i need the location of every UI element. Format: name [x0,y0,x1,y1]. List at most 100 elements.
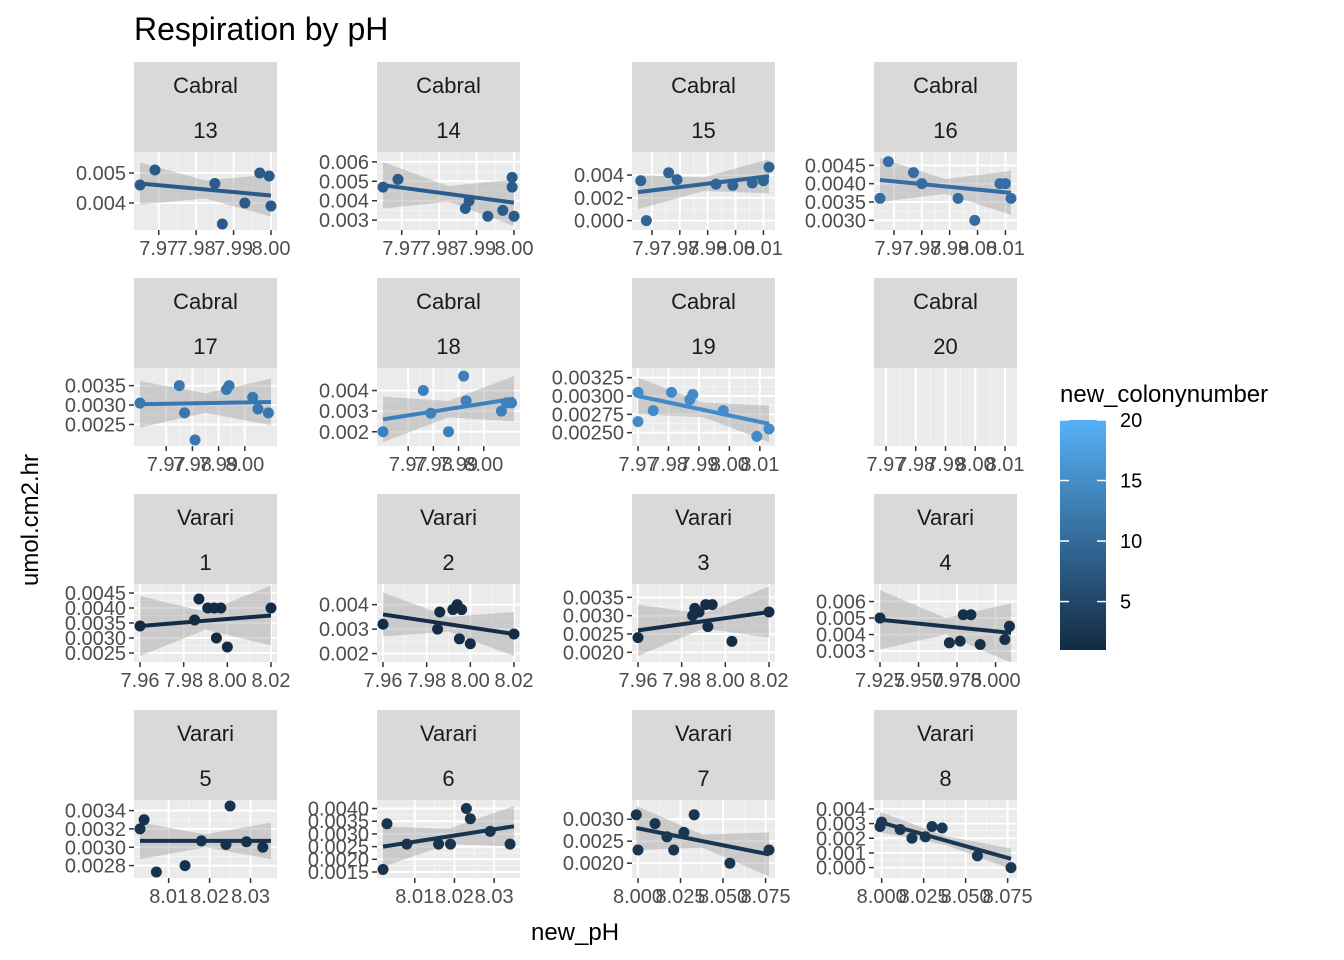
x-tick-label: 7.98 [177,238,216,260]
data-point [223,380,235,392]
x-tick-label: 7.99 [199,454,238,476]
data-point [463,195,475,207]
x-tick-label: 7.98 [173,454,212,476]
facet-strip [377,278,520,368]
strip-site-label: Varari [177,505,234,530]
data-point [874,612,886,624]
data-point [907,167,919,179]
y-tick-label: 0.000 [574,211,624,233]
facet-strip [874,62,1017,152]
strip-site-label: Cabral [913,73,978,98]
data-point [763,161,775,173]
y-tick-label: 0.00325 [552,368,624,390]
data-point [632,844,644,856]
regression-line [637,394,770,426]
data-point [482,210,494,222]
data-point [687,389,699,401]
data-point [640,215,652,227]
data-point [1005,862,1017,874]
legend-ticks: 5 10 15 20 [1060,410,1142,614]
y-tick-label: 0.002 [574,188,624,210]
data-point [240,836,252,848]
facet-strip [377,494,520,584]
facet-strip [377,710,520,800]
strip-colony-label: 17 [193,334,217,359]
strip-colony-label: 16 [933,118,957,143]
strip-colony-label: 14 [436,118,460,143]
data-point [751,430,763,442]
data-point [432,623,444,635]
strip-colony-label: 2 [442,550,454,575]
data-point [632,632,644,644]
data-point [919,831,931,843]
y-tick-label: 0.0035 [563,587,624,609]
data-point [763,423,775,435]
facet-panels: Cabral137.977.987.998.000.0040.005Cabral… [65,62,1033,908]
data-point [688,809,700,821]
y-tick-label: 0.0025 [65,414,126,436]
data-point [210,632,222,644]
x-tick-label: 7.98 [164,670,203,692]
x-tick-label: 7.99 [930,238,969,260]
y-tick-label: 0.002 [816,828,866,850]
facet-panel: Cabral 17 7.977.987.998.00 0.00250.00300.00… [65,278,277,476]
data-point [505,397,517,409]
facet-strip [874,278,1017,368]
data-point [377,618,389,630]
y-axis-title: umol.cm2.hr [17,454,44,586]
y-tick-label: 0.0035 [65,376,126,398]
x-tick-label: 8.000 [971,670,1021,692]
facet-panel: Varari88.0008.0258.0508.0750.0000.0010.0… [816,710,1033,908]
facet-strip [632,278,775,368]
data-point [974,638,986,650]
data-point [678,826,690,838]
x-tick-label: 8.00 [495,238,534,260]
data-point [495,405,507,417]
x-tick-label: 7.97 [874,238,913,260]
y-tick-label: 0.00250 [552,423,624,445]
data-point [216,218,228,230]
color-legend: new_colonynumber 5 10 15 20 [1060,381,1268,650]
x-tick-label: 8.03 [231,886,270,908]
data-point [417,385,429,396]
y-tick-label: 0.004 [319,381,369,403]
legend-tick-label: 20 [1120,410,1142,432]
x-tick-label: 8.050 [698,886,748,908]
chart-title: Respiration by pH [134,11,388,47]
legend-colorbar [1060,420,1106,650]
strip-colony-label: 6 [442,766,454,791]
x-tick-label: 8.00 [252,238,291,260]
x-tick-label: 8.075 [741,886,791,908]
x-tick-label: 8.00 [208,670,247,692]
y-tick-label: 0.003 [816,814,866,836]
data-point [458,370,470,382]
y-tick-label: 0.0032 [65,819,126,841]
data-point [179,860,191,872]
data-point [263,170,275,182]
data-point [254,167,266,179]
data-point [630,809,642,821]
y-tick-label: 0.003 [319,619,369,641]
x-tick-label: 8.02 [252,670,291,692]
panel-background [632,800,775,878]
strip-colony-label: 4 [939,550,951,575]
facet-strip [874,494,1017,584]
data-point [138,814,150,826]
x-tick-label: 7.96 [364,670,403,692]
facet-panel: Varari 1 7.96 7.98 8.00 8.02 0.00250.00300.003… [65,494,291,692]
data-point [262,407,274,419]
x-tick-label: 7.99 [457,238,496,260]
strip-site-label: Cabral [173,289,238,314]
regression-line [879,617,1012,635]
data-point [710,178,722,190]
data-point [763,606,775,618]
x-tick-label: 7.98 [414,454,453,476]
regression-line [382,183,515,205]
x-tick-label: 8.01 [740,454,779,476]
data-point [999,634,1011,645]
y-tick-label: 0.0020 [563,853,624,875]
facet-strip [632,494,775,584]
